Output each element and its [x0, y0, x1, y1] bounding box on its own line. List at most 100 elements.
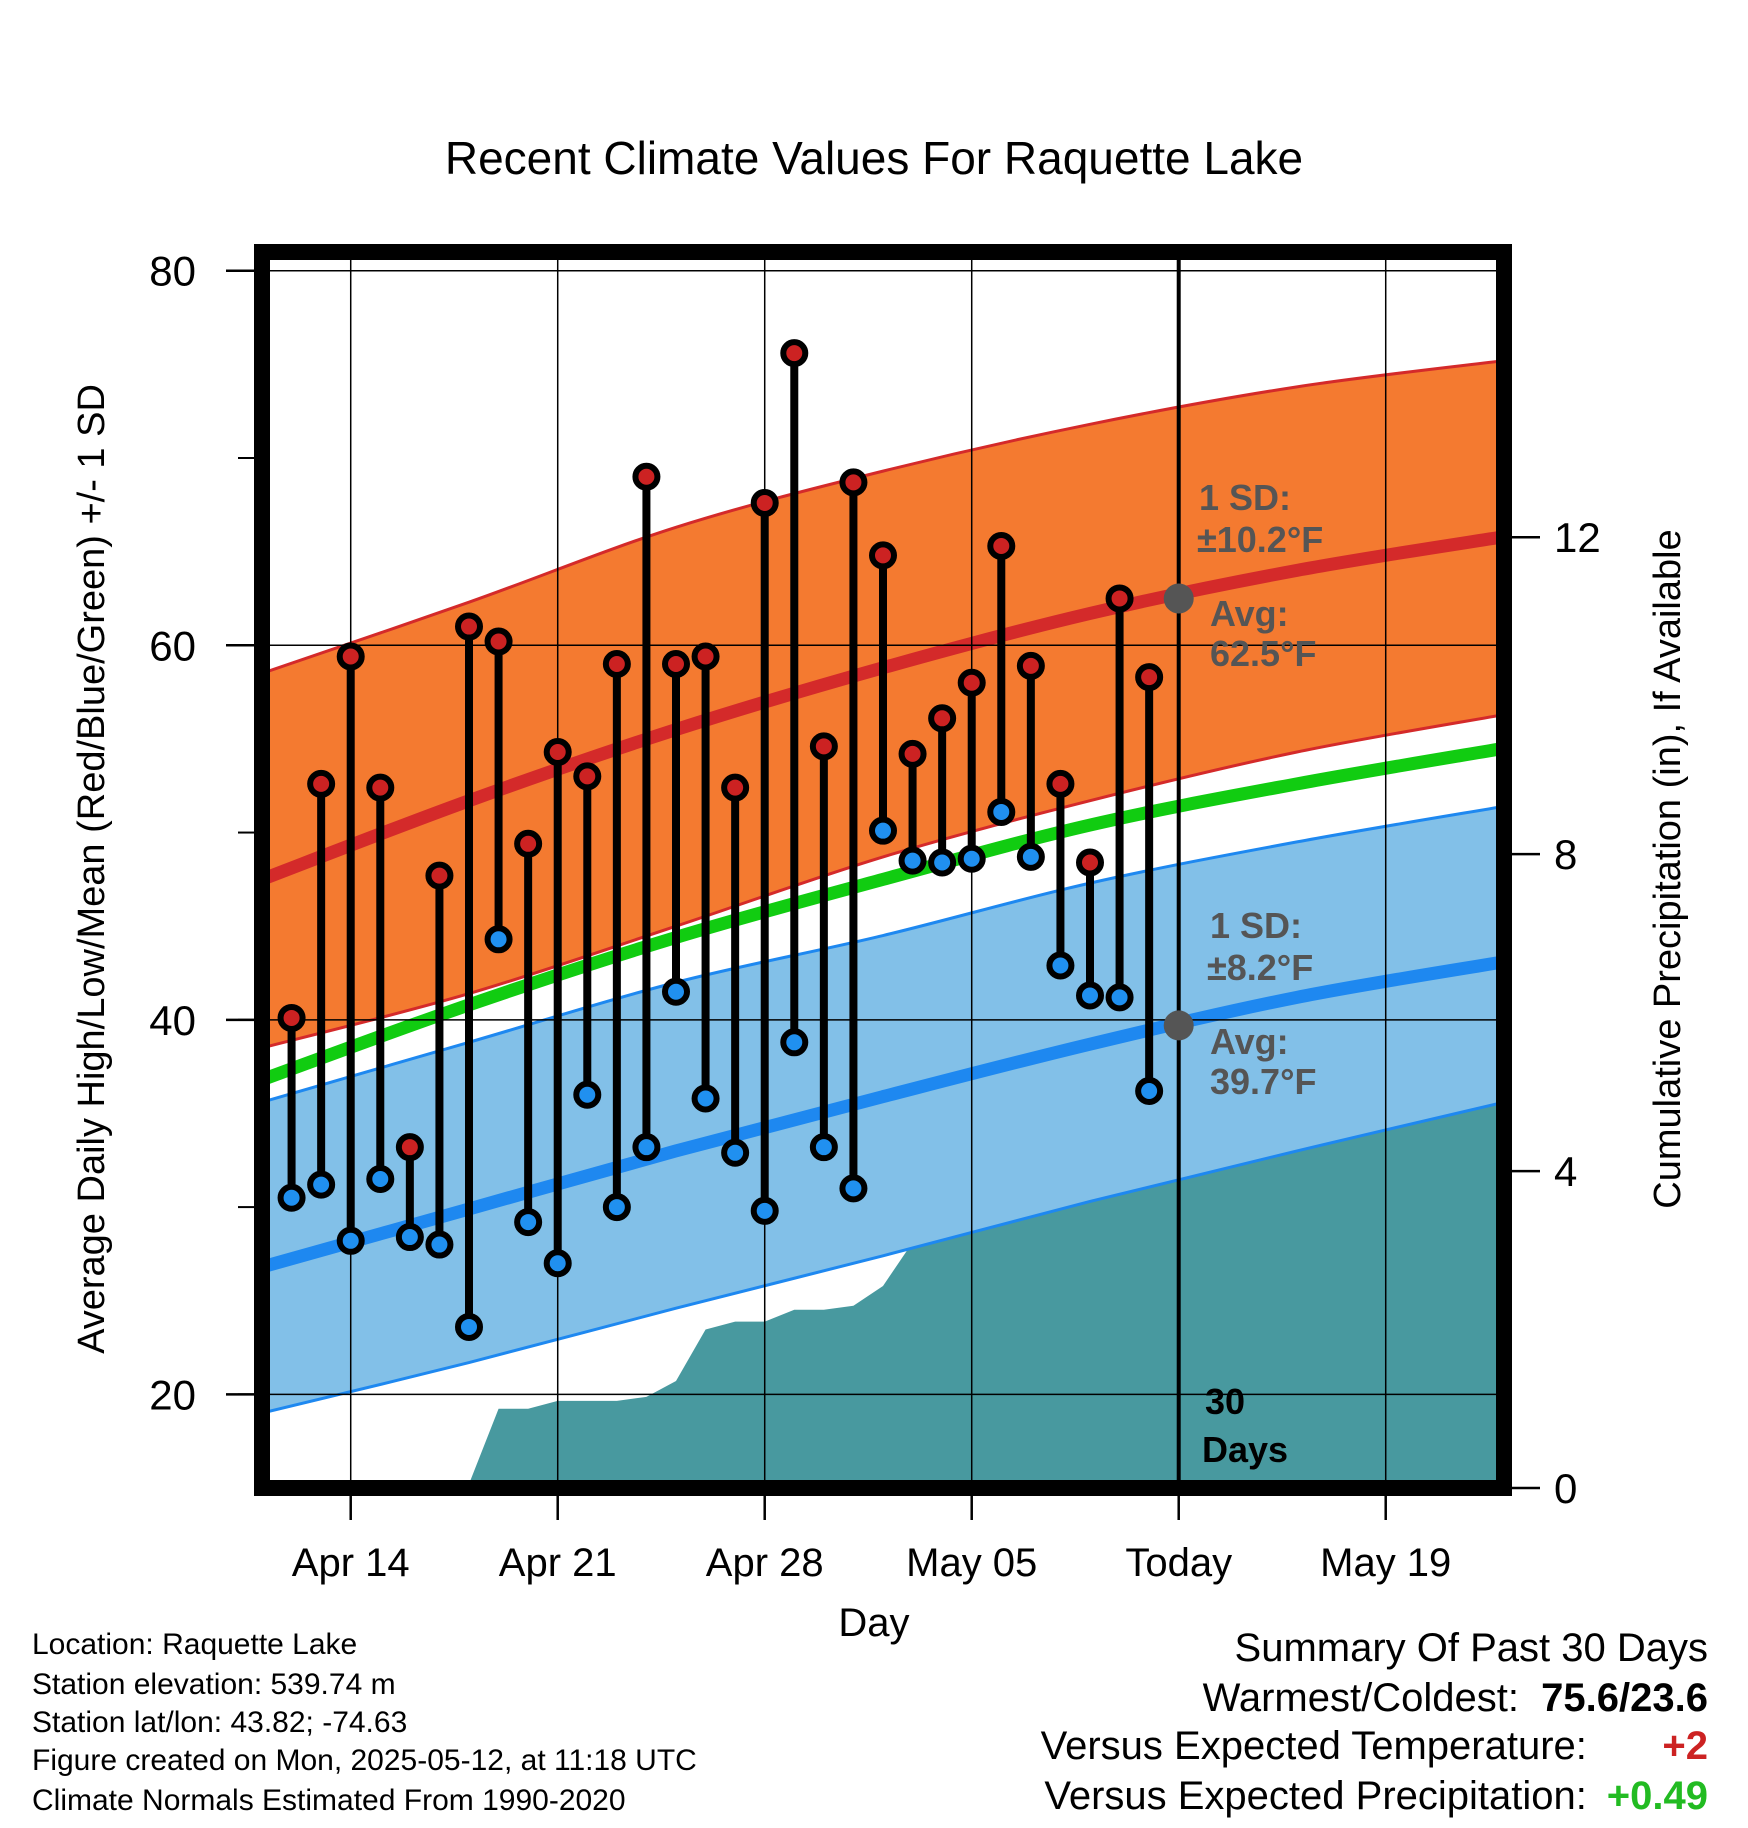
daily-high-point	[455, 612, 483, 641]
warm-cold-label: Warmest/Coldest:	[1202, 1676, 1519, 1720]
daily-high-point	[1046, 769, 1075, 798]
high-avg-label: Avg:	[1210, 593, 1289, 634]
summary-temp: Versus Expected Temperature: +2	[1041, 1726, 1708, 1766]
summary-precip: Versus Expected Precipitation: +0.49	[1044, 1776, 1708, 1816]
daily-low-point	[1135, 1076, 1164, 1105]
y2-tick-label: 0	[1554, 1465, 1577, 1512]
daily-high-point	[425, 861, 454, 890]
low-sd-value: ±8.2°F	[1207, 947, 1313, 988]
daily-high-point	[1135, 663, 1164, 692]
y2-tick-label: 12	[1554, 514, 1601, 561]
daily-low-point	[484, 925, 513, 954]
y-axis-label: Average Daily High/Low/Mean (Red/Blue/Gr…	[71, 384, 113, 1354]
daily-low-point	[307, 1170, 336, 1199]
daily-high-point	[573, 762, 602, 791]
daily-low-point	[366, 1165, 395, 1193]
daily-low-point	[839, 1174, 868, 1203]
low-sd-band	[262, 806, 1504, 1414]
daily-low-point	[928, 848, 957, 877]
daily-low-point	[691, 1084, 720, 1113]
daily-high-point	[395, 1133, 424, 1162]
daily-high-point	[957, 668, 986, 697]
daily-high-point	[632, 462, 661, 491]
daily-low-point	[809, 1133, 838, 1162]
daily-low-point	[395, 1223, 424, 1252]
low-avg-value: 39.7°F	[1210, 1061, 1316, 1102]
days-label-text: Days	[1202, 1429, 1288, 1470]
daily-low-point	[1105, 983, 1134, 1012]
daily-high-point	[869, 541, 897, 570]
info-created: Figure created on Mon, 2025-05-12, at 11…	[32, 1744, 697, 1777]
temp-value: +2	[1662, 1724, 1708, 1768]
y-tick-label: 80	[149, 248, 196, 295]
daily-high-point	[662, 650, 690, 678]
y2-tick-label: 4	[1554, 1148, 1577, 1195]
precip-value: +0.49	[1606, 1774, 1708, 1818]
daily-low-point	[277, 1183, 306, 1212]
low-avg-marker	[1163, 1010, 1194, 1041]
daily-low-point	[987, 797, 1016, 826]
daily-high-point	[987, 532, 1016, 561]
high-sd-label: 1 SD:	[1199, 477, 1291, 518]
info-normals: Climate Normals Estimated From 1990-2020	[32, 1784, 626, 1817]
daily-high-point	[277, 1003, 306, 1032]
low-minus-sd-line	[262, 1100, 1504, 1415]
daily-high-point	[336, 642, 365, 671]
info-latlon: Station lat/lon: 43.82; -74.63	[32, 1706, 408, 1739]
low-avg-label: Avg:	[1210, 1021, 1289, 1062]
x-tick-label: Apr 21	[499, 1541, 617, 1585]
daily-high-point	[307, 769, 336, 798]
daily-low-point	[336, 1226, 365, 1255]
temp-label: Versus Expected Temperature:	[1040, 1724, 1587, 1768]
daily-low-point	[869, 816, 897, 845]
daily-high-point	[898, 739, 927, 768]
daily-low-point	[957, 844, 986, 873]
daily-high-point	[721, 773, 750, 802]
y2-axis-label: Cumulative Precipitation (in), If Availa…	[1647, 529, 1689, 1208]
daily-low-point	[721, 1138, 750, 1167]
summary-warm-cold: Warmest/Coldest: 75.6/23.6	[1203, 1678, 1708, 1718]
daily-high-point	[366, 773, 395, 802]
y-tick-label: 20	[149, 1371, 196, 1418]
y-tick-label: 40	[149, 997, 196, 1044]
high-avg-marker	[1163, 583, 1194, 614]
daily-low-point	[1016, 842, 1045, 871]
chart-title: Recent Climate Values For Raquette Lake	[445, 132, 1303, 184]
daily-low-point	[514, 1208, 543, 1237]
daily-low-point	[780, 1028, 809, 1057]
days-label-number: 30	[1205, 1381, 1245, 1422]
x-tick-label: May 05	[906, 1541, 1037, 1585]
daily-high-point	[543, 738, 572, 767]
info-location: Location: Raquette Lake	[32, 1628, 358, 1661]
daily-high-point	[484, 627, 513, 656]
summary-title: Summary Of Past 30 Days	[1234, 1626, 1708, 1670]
x-tick-label: Today	[1125, 1541, 1232, 1585]
daily-low-point	[455, 1312, 483, 1341]
daily-high-point	[839, 468, 868, 497]
daily-high-point	[1016, 651, 1045, 680]
low-sd-label: 1 SD:	[1210, 905, 1302, 946]
daily-low-point	[898, 846, 927, 875]
daily-low-point	[543, 1249, 572, 1278]
daily-high-point	[928, 704, 957, 733]
daily-high-point	[514, 829, 543, 858]
x-tick-label: May 19	[1320, 1541, 1451, 1585]
daily-low-point	[632, 1133, 661, 1162]
daily-high-point	[809, 732, 838, 761]
precip-label: Versus Expected Precipitation:	[1044, 1774, 1587, 1818]
precip-area	[291, 1103, 1504, 1488]
y2-tick-label: 8	[1554, 831, 1577, 878]
daily-low-point	[750, 1196, 779, 1225]
daily-high-point	[780, 339, 809, 368]
x-tick-label: Apr 14	[292, 1541, 410, 1585]
info-elevation: Station elevation: 539.74 m	[32, 1668, 396, 1701]
daily-low-point	[662, 977, 690, 1006]
daily-low-point	[602, 1193, 631, 1222]
high-avg-value: 62.5°F	[1210, 633, 1316, 674]
high-sd-value: ±10.2°F	[1197, 519, 1323, 560]
daily-high-point	[750, 488, 779, 517]
warm-cold-value: 75.6/23.6	[1541, 1676, 1708, 1720]
plot-frame	[254, 244, 1512, 1496]
x-tick-label: Apr 28	[706, 1541, 824, 1585]
